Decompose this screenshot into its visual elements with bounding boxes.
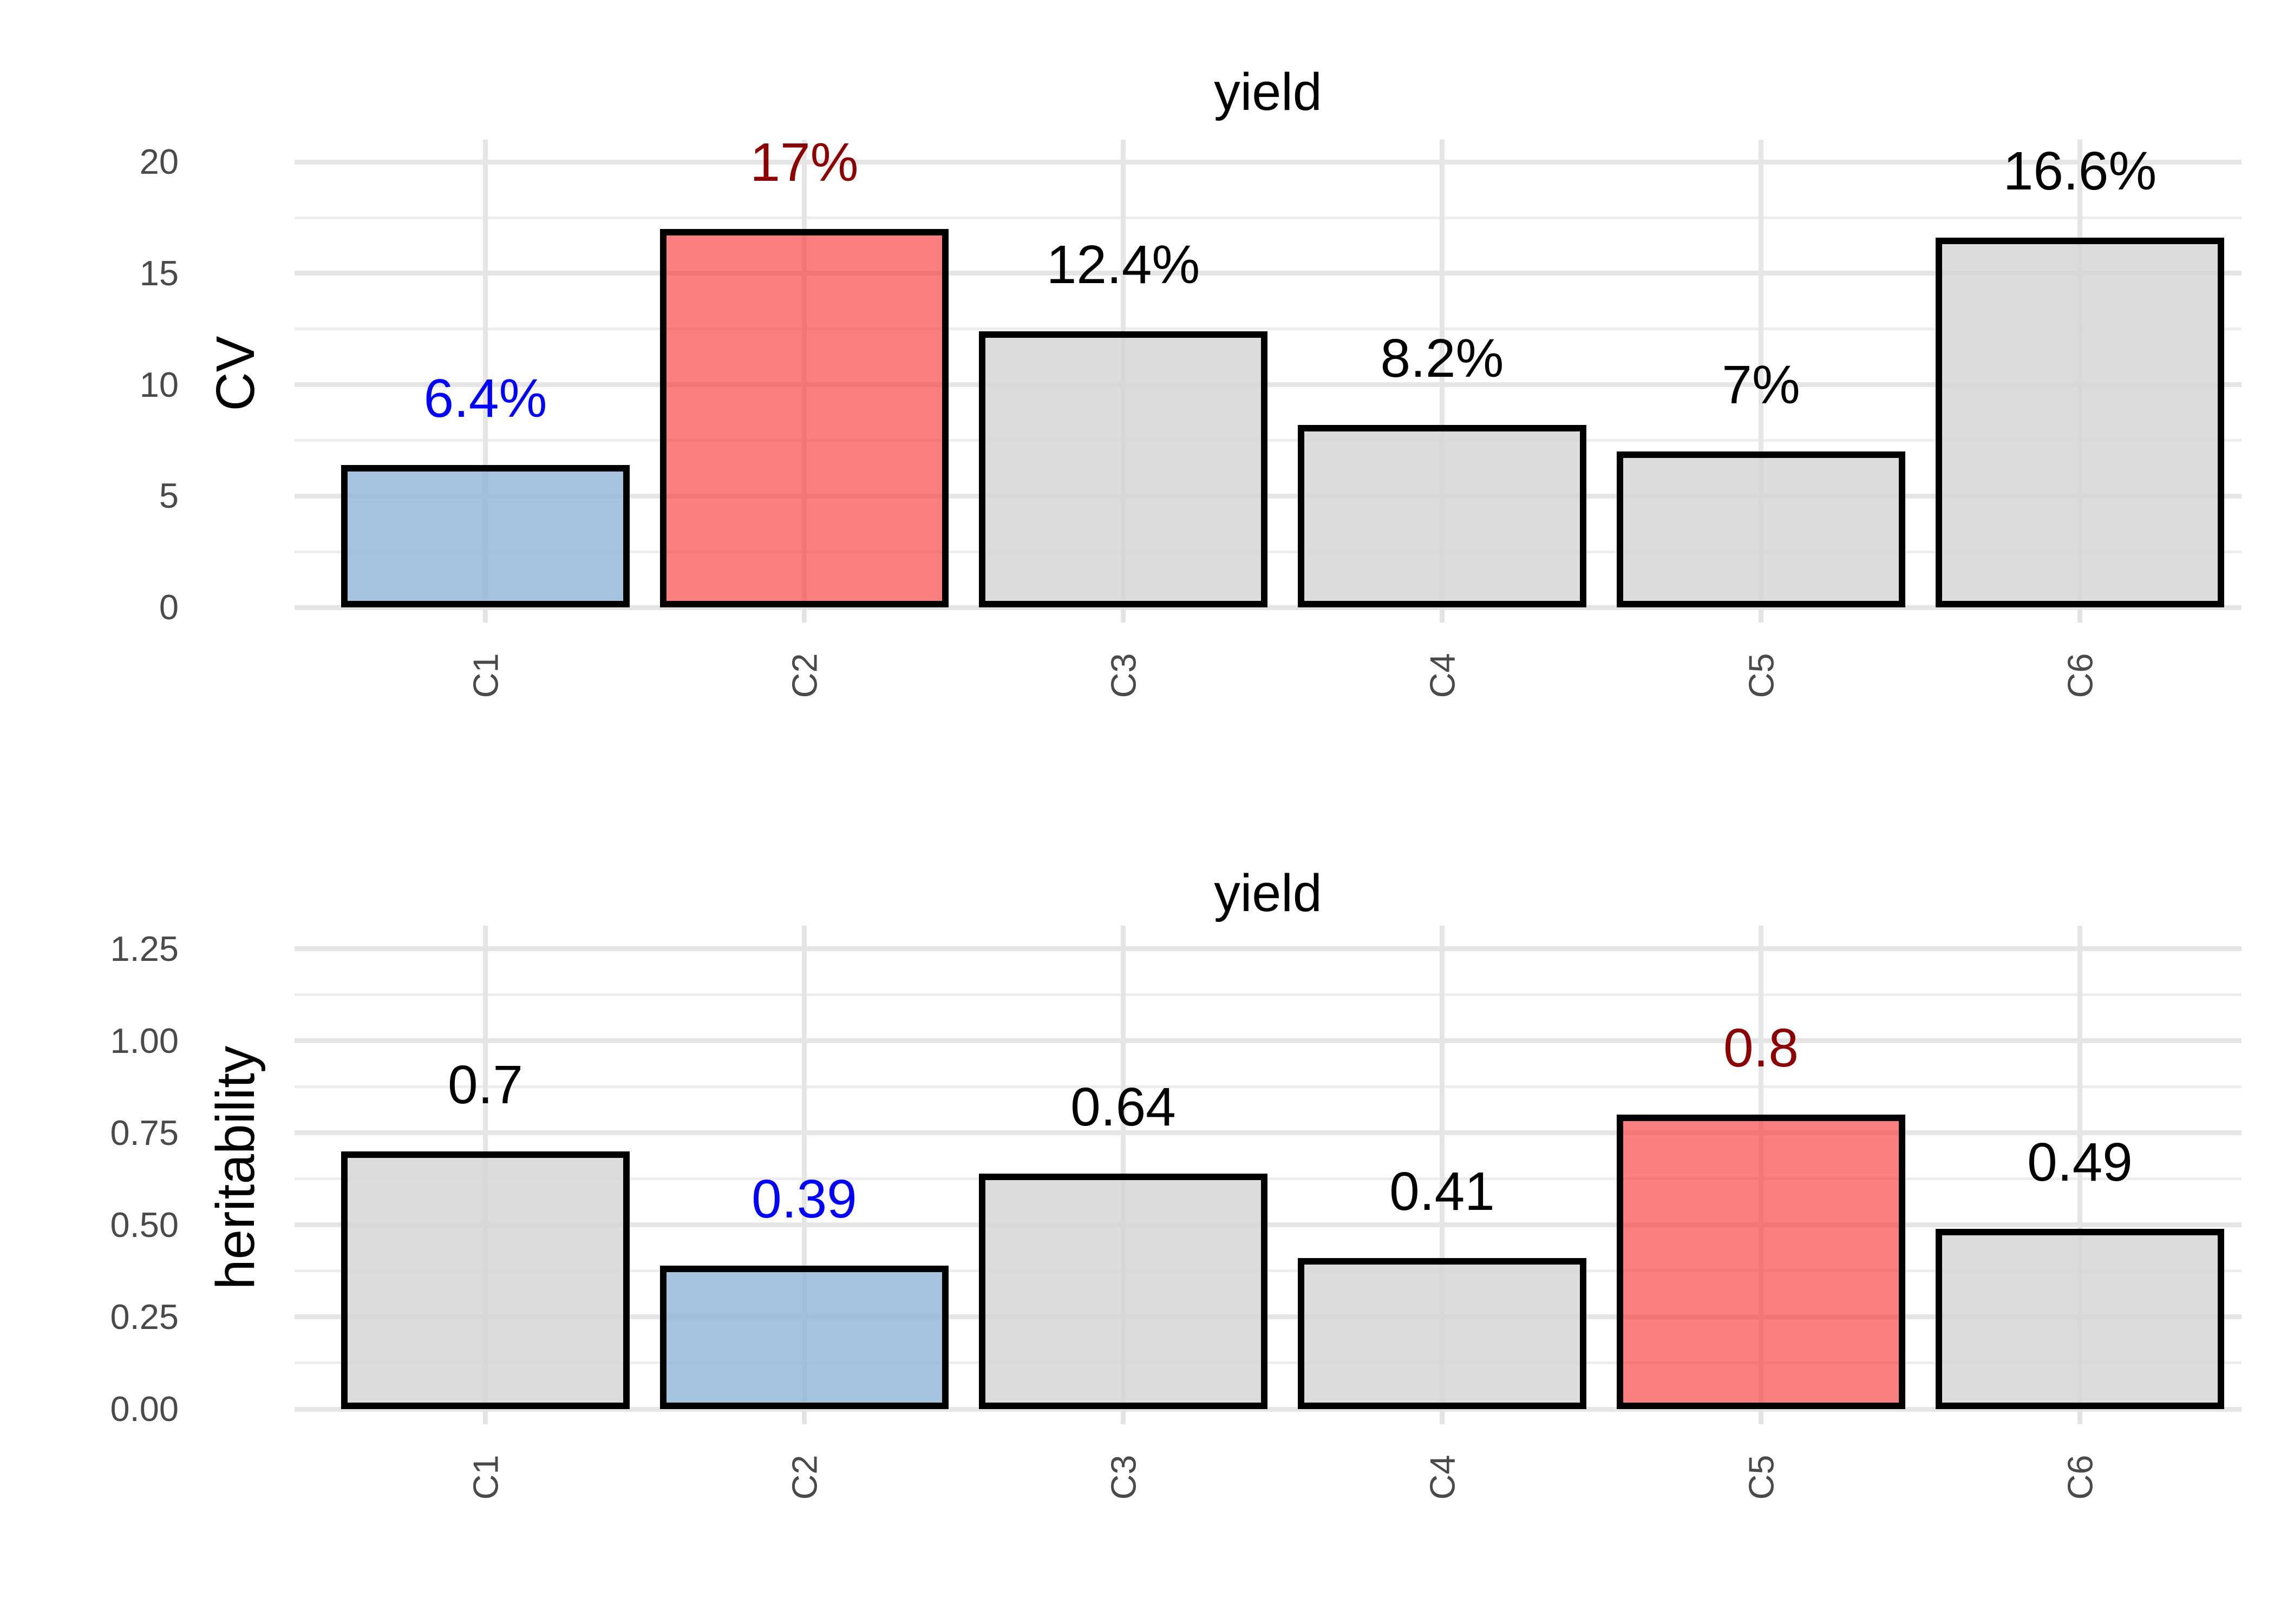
x-axis-tick xyxy=(1440,1409,1445,1424)
chart-title: yield xyxy=(1214,62,1322,121)
major-gridline xyxy=(295,946,2242,952)
bar-C2 xyxy=(660,1266,949,1409)
major-gridline xyxy=(295,1038,2242,1044)
x-axis-tick-label-C1: C1 xyxy=(466,1455,505,1500)
minor-gridline xyxy=(295,1085,2242,1089)
major-gridline xyxy=(295,1222,2242,1228)
x-axis-tick xyxy=(483,1409,488,1424)
vertical-gridline xyxy=(2077,926,2082,1409)
x-axis-tick xyxy=(802,607,807,623)
major-gridline xyxy=(295,1130,2242,1136)
bar-value-label: 17% xyxy=(750,132,859,193)
bar-C2 xyxy=(660,229,949,607)
vertical-gridline xyxy=(1121,926,1126,1409)
x-axis-tick-label-C2: C2 xyxy=(785,1455,824,1500)
y-axis-tick-label: 0.75 xyxy=(110,1113,179,1152)
x-axis-tick xyxy=(1121,1409,1126,1424)
bar-value-label: 0.8 xyxy=(1723,1018,1799,1078)
bar-C4 xyxy=(1298,1258,1586,1409)
y-axis-tick-label: 0.50 xyxy=(110,1205,179,1245)
bar-C4 xyxy=(1298,425,1586,607)
x-axis-tick xyxy=(1440,607,1445,623)
vertical-gridline xyxy=(483,140,488,607)
bar-value-label: 0.39 xyxy=(752,1169,857,1229)
x-axis-tick xyxy=(1121,607,1126,623)
bar-value-label: 8.2% xyxy=(1380,328,1504,389)
x-axis-tick xyxy=(483,607,488,623)
y-axis-tick-label: 1.25 xyxy=(110,929,179,968)
vertical-gridline xyxy=(802,926,807,1409)
bar-value-label: 0.7 xyxy=(447,1055,523,1115)
bar-value-label: 0.49 xyxy=(2027,1132,2133,1193)
major-gridline xyxy=(295,382,2242,388)
x-axis-tick xyxy=(1759,1409,1763,1424)
bar-C6 xyxy=(1936,1229,2224,1409)
bar-value-label: 6.4% xyxy=(423,368,547,429)
major-gridline xyxy=(295,159,2242,165)
y-axis-tick-label: 1.00 xyxy=(110,1021,179,1060)
major-gridline xyxy=(295,1314,2242,1320)
vertical-gridline xyxy=(1440,926,1445,1409)
plot-panel: 0.7 0.39 0.64 0.41 0.8 0.49 xyxy=(295,926,2242,1412)
x-axis-tick-label-C3: C3 xyxy=(1103,1455,1143,1500)
plot-panel: 6.4% 17% 12.4% 8.2% 7% 16.6% xyxy=(295,134,2242,610)
bar-value-label: 16.6% xyxy=(2003,141,2157,201)
y-axis-tick-label: 0 xyxy=(159,587,179,627)
y-axis-tick-label: 20 xyxy=(139,142,179,181)
y-axis-tick-label: 15 xyxy=(139,253,179,293)
x-axis-tick xyxy=(2077,1409,2082,1424)
minor-gridline xyxy=(295,1269,2242,1273)
minor-gridline xyxy=(295,216,2242,219)
x-axis-tick xyxy=(2077,607,2082,623)
minor-gridline xyxy=(295,550,2242,553)
bar-C3 xyxy=(979,1174,1267,1409)
bar-value-label: 0.41 xyxy=(1389,1161,1495,1222)
x-axis-tick-label-C4: C4 xyxy=(1422,1455,1462,1500)
bar-C6 xyxy=(1936,238,2224,607)
minor-gridline xyxy=(295,1361,2242,1365)
y-axis-tick-label: 5 xyxy=(159,476,179,515)
x-axis-tick-label-C6: C6 xyxy=(2060,1455,2100,1500)
bar-value-label: 0.64 xyxy=(1070,1077,1176,1137)
major-gridline xyxy=(295,271,2242,276)
vertical-gridline xyxy=(1440,140,1445,607)
minor-gridline xyxy=(295,1177,2242,1181)
y-axis-tick-label: 0.25 xyxy=(110,1297,179,1337)
major-gridline xyxy=(295,605,2242,610)
bar-value-label: 7% xyxy=(1722,355,1800,415)
y-axis-title-heritability: heritability xyxy=(205,1045,266,1289)
y-axis-tick-label: 10 xyxy=(139,365,179,404)
bar-C5 xyxy=(1617,451,1905,607)
x-axis-tick xyxy=(802,1409,807,1424)
major-gridline xyxy=(295,493,2242,499)
bar-C1 xyxy=(341,1151,630,1409)
minor-gridline xyxy=(295,993,2242,997)
minor-gridline xyxy=(295,328,2242,331)
bar-C5 xyxy=(1617,1115,1905,1409)
bar-C1 xyxy=(341,465,630,607)
chart-title: yield xyxy=(1214,863,1322,922)
vertical-gridline xyxy=(1759,140,1763,607)
major-gridline xyxy=(295,1406,2242,1412)
bar-C3 xyxy=(979,331,1267,607)
x-axis-tick-label-C5: C5 xyxy=(1741,1455,1781,1500)
bar-value-label: 12.4% xyxy=(1046,234,1200,295)
minor-gridline xyxy=(295,438,2242,442)
x-axis-tick xyxy=(1759,607,1763,623)
y-axis-tick-label: 0.00 xyxy=(110,1389,179,1429)
